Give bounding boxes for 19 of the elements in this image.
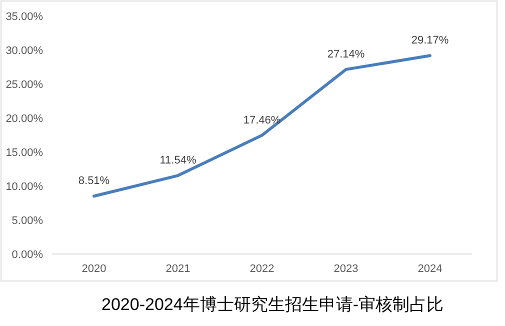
y-tick-label: 0.00% bbox=[12, 248, 44, 261]
y-tick-label: 10.00% bbox=[6, 180, 44, 193]
y-tick-label: 20.00% bbox=[6, 112, 44, 125]
text: 27.14% bbox=[327, 48, 365, 60]
x-tick-label: 2022 bbox=[250, 263, 274, 275]
y-tick-label: 15.00% bbox=[6, 146, 44, 159]
y-tick-label: 35.00% bbox=[6, 10, 44, 23]
x-tick-label: 2024 bbox=[418, 263, 442, 275]
text: 17.46% bbox=[243, 114, 281, 126]
text: 8.51% bbox=[78, 175, 110, 188]
text: 29.17% bbox=[411, 34, 449, 47]
y-tick-label: 30.00% bbox=[6, 44, 44, 57]
y-tick-label: 5.00% bbox=[12, 214, 44, 227]
x-tick-label: 2023 bbox=[334, 263, 358, 275]
x-tick-label: 2021 bbox=[166, 263, 190, 275]
text: 11.54% bbox=[160, 154, 196, 167]
text: 2020-2024年博士研究生招生申请-审核制占比 bbox=[102, 295, 444, 314]
y-tick-label: 25.00% bbox=[6, 78, 44, 91]
x-tick-label: 2020 bbox=[82, 263, 106, 275]
